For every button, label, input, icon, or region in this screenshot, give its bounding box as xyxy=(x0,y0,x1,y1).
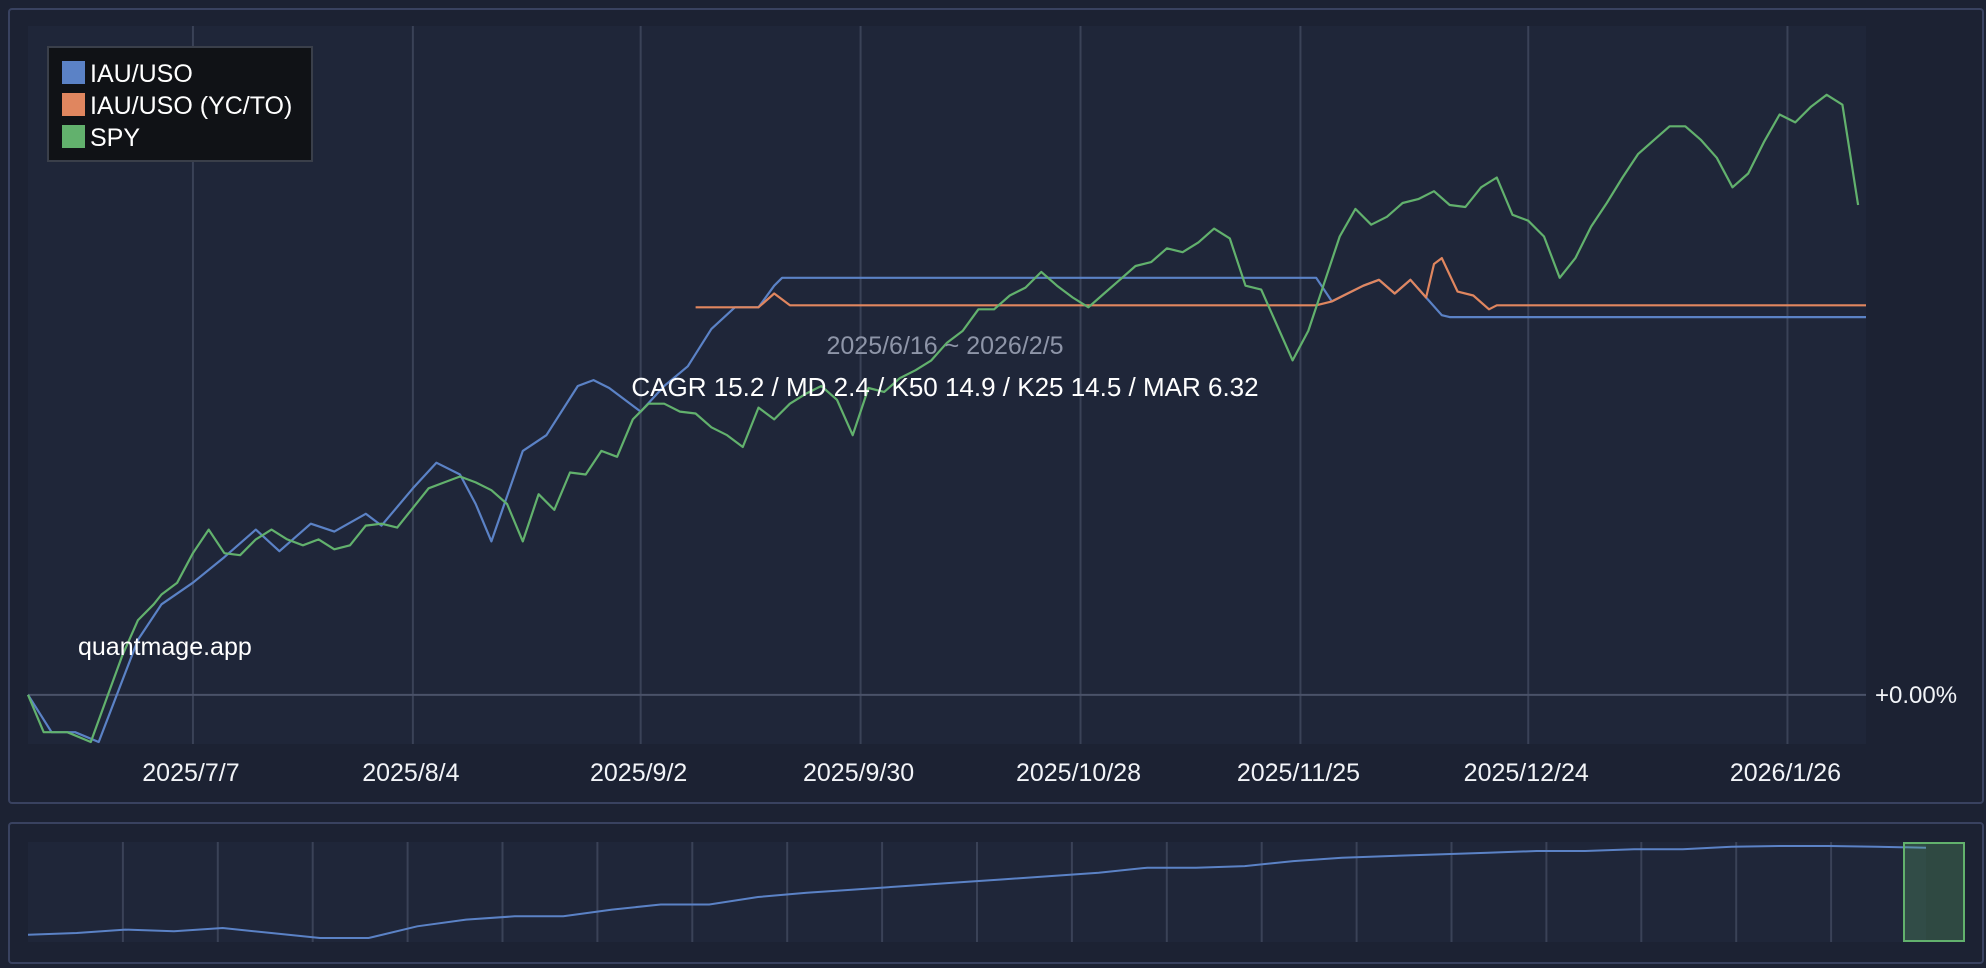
legend-item-iau-uso-yc-to[interactable]: IAU/USO (YC/TO) xyxy=(62,92,292,120)
x-tick-label: 2025/8/4 xyxy=(362,759,459,787)
series-line-spy xyxy=(26,93,1860,744)
legend-swatch xyxy=(62,93,85,116)
period-text: 2025/6/16 ~ 2026/2/5 xyxy=(826,332,1063,360)
stats-text: CAGR 15.2 / MD 2.4 / K50 14.9 / K25 14.5… xyxy=(631,372,1258,402)
legend-item-iau-uso[interactable]: IAU/USO xyxy=(62,60,193,88)
navigator-series-line xyxy=(27,845,1927,939)
x-tick-label: 2025/12/24 xyxy=(1464,759,1589,787)
grid-lines xyxy=(191,26,1789,744)
series-lines xyxy=(26,93,1866,744)
legend-label: IAU/USO xyxy=(90,60,193,88)
x-axis-ticks: 2025/7/7 2025/8/4 2025/9/2 2025/9/30 2025/10… xyxy=(142,759,1841,787)
series-line-iau-uso-yc-to xyxy=(695,257,1866,311)
y-axis-readout: +0.00% xyxy=(1875,682,1957,709)
x-tick-label: 2025/10/28 xyxy=(1016,759,1141,787)
legend-label: SPY xyxy=(90,124,140,152)
watermark: quantmage.app xyxy=(78,633,252,661)
x-tick-label: 2025/9/30 xyxy=(803,759,914,787)
legend-swatch xyxy=(62,125,85,148)
legend-label: IAU/USO (YC/TO) xyxy=(90,92,292,120)
navigator-grid-lines xyxy=(121,842,1833,942)
legend-box xyxy=(47,46,313,162)
legend-item-spy[interactable]: SPY xyxy=(62,124,140,152)
legend-swatch xyxy=(62,61,85,84)
navigator-selection-window[interactable] xyxy=(1903,842,1965,942)
x-tick-label: 2025/11/25 xyxy=(1237,759,1360,787)
x-tick-label: 2026/1/26 xyxy=(1730,759,1841,787)
x-tick-label: 2025/9/2 xyxy=(590,759,687,787)
legend[interactable]: IAU/USO IAU/USO (YC/TO) SPY xyxy=(47,46,313,162)
x-tick-label: 2025/7/7 xyxy=(142,759,239,787)
plot-area xyxy=(28,26,1866,744)
